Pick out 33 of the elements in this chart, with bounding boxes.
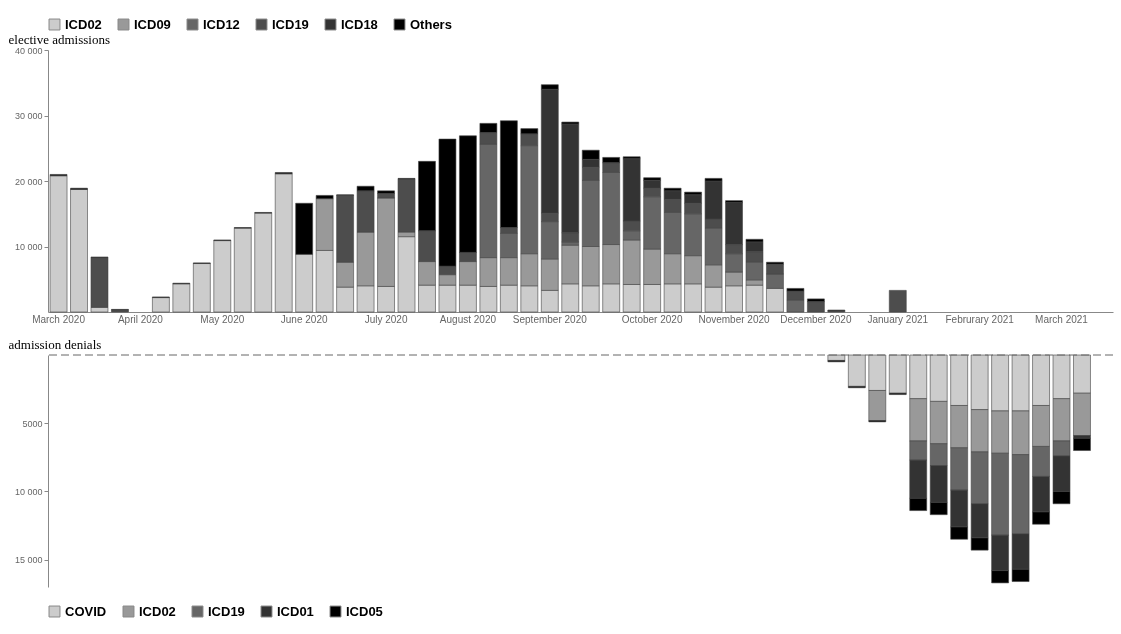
x-tick-label: June 2020 — [280, 313, 328, 325]
legend-label: Others — [410, 16, 452, 32]
y-axis-title: admission denials — [8, 336, 102, 352]
y-tick-label: 40 000 — [14, 45, 43, 56]
x-tick-label: April 2020 — [117, 313, 164, 325]
x-tick-label: May 2020 — [200, 313, 245, 325]
legend-label: ICD12 — [203, 16, 240, 32]
x-tick-label: December 2020 — [780, 313, 852, 325]
y-tick-label: 15 000 — [14, 555, 43, 566]
x-tick-label: March 2021 — [1035, 313, 1089, 325]
y-tick-label: 5000 — [22, 418, 43, 429]
legend-label: ICD02 — [139, 603, 176, 619]
x-tick-label: July 2020 — [364, 313, 408, 325]
legend-label: ICD19 — [208, 603, 245, 619]
y-axis-title: elective admissions — [8, 31, 110, 47]
x-tick-label: August 2020 — [439, 313, 497, 325]
legend-label: ICD05 — [346, 603, 383, 619]
x-tick-label: November 2020 — [698, 313, 771, 325]
legend-label: ICD02 — [65, 16, 102, 32]
legend-label: ICD18 — [341, 16, 378, 32]
legend-label: ICD01 — [277, 603, 314, 619]
x-tick-label: September 2020 — [512, 313, 588, 325]
y-tick-label: 30 000 — [14, 111, 43, 121]
y-tick-label: 10 000 — [14, 486, 43, 497]
x-tick-label: Februrary 2021 — [945, 313, 1015, 325]
legend-label: COVID — [65, 603, 107, 619]
y-tick-label: 10 000 — [14, 242, 43, 252]
legend-label: ICD09 — [134, 16, 171, 32]
x-tick-label: October 2020 — [621, 313, 683, 325]
x-tick-label: January 2021 — [867, 313, 929, 325]
legend-label: ICD19 — [272, 16, 309, 32]
x-tick-label: March 2020 — [32, 313, 86, 325]
y-tick-label: 20 000 — [14, 176, 43, 187]
